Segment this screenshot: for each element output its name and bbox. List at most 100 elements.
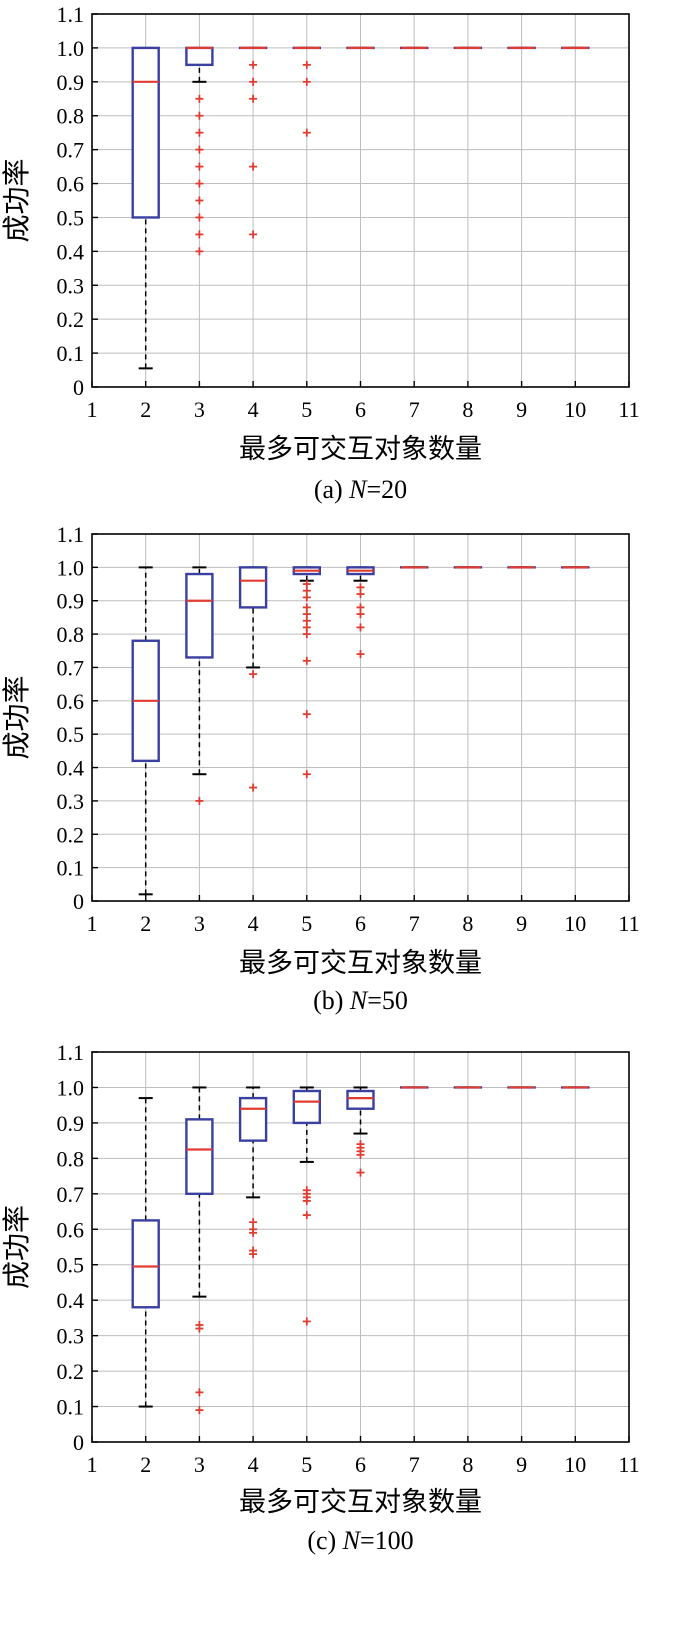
- box-5: [292, 1086, 321, 1326]
- plot-frame: [91, 13, 630, 388]
- y-tick-label: 0.5: [57, 1253, 85, 1278]
- y-tick-label: 0.1: [57, 856, 85, 881]
- outlier-marker: [195, 1388, 204, 1397]
- y-tick-label: 0.7: [57, 1182, 85, 1207]
- y-tick-label: 1.0: [57, 555, 85, 580]
- outlier-marker: [356, 623, 365, 632]
- x-tick-label: 6: [355, 1452, 366, 1477]
- y-tick-label: 0.4: [57, 756, 85, 781]
- x-tick-label: 1: [87, 1452, 98, 1477]
- box-iqr: [238, 566, 268, 609]
- outlier-marker: [249, 60, 258, 69]
- box-iqr: [238, 1096, 268, 1142]
- outlier-marker: [249, 1246, 258, 1255]
- caption-variable: N: [349, 986, 369, 1015]
- x-tick-label: 10: [564, 397, 586, 422]
- x-tick-label: 7: [409, 397, 420, 422]
- outlier-marker: [302, 1211, 311, 1220]
- outlier-marker: [302, 586, 311, 595]
- outlier-marker: [195, 179, 204, 188]
- y-tick-label: 0.7: [57, 138, 85, 163]
- y-tick-label: 0.9: [57, 1111, 85, 1136]
- y-tick-label: 0.3: [57, 789, 85, 814]
- outlier-marker: [195, 196, 204, 205]
- outlier-marker: [302, 1317, 311, 1326]
- y-tick-label: 1.0: [57, 1075, 85, 1100]
- x-tick-label: 9: [516, 397, 527, 422]
- outlier-marker: [249, 230, 258, 239]
- y-tick-label: 0.6: [57, 172, 85, 197]
- x-tick-label: 6: [355, 911, 366, 936]
- x-tick-label: 3: [194, 1452, 205, 1477]
- x-tick-label: 9: [516, 1452, 527, 1477]
- x-tick-label: 8: [462, 911, 473, 936]
- outlier-marker: [302, 630, 311, 639]
- outlier-marker: [356, 1140, 365, 1149]
- x-tick-label: 11: [618, 911, 639, 936]
- y-tick-label: 1.0: [57, 36, 85, 61]
- outlier-marker: [356, 650, 365, 659]
- x-tick-label: 6: [355, 397, 366, 422]
- box-2: [131, 1097, 160, 1408]
- x-tick-label: 11: [618, 397, 639, 422]
- y-tick-label: 0.2: [57, 1359, 85, 1384]
- x-tick-label: 10: [564, 1452, 586, 1477]
- outlier-marker: [302, 77, 311, 86]
- box-5: [292, 566, 321, 779]
- x-tick-label: 7: [409, 1452, 420, 1477]
- y-axis-label: 成功率: [0, 1205, 33, 1289]
- y-axis-label: 成功率: [0, 675, 33, 759]
- outlier-marker: [195, 162, 204, 171]
- box-5: [292, 46, 321, 137]
- x-tick-label: 2: [140, 911, 151, 936]
- x-tick-label: 5: [301, 397, 312, 422]
- y-tick-label: 0.3: [57, 273, 85, 298]
- outlier-marker: [195, 230, 204, 239]
- y-tick-label: 0.3: [57, 1324, 85, 1349]
- box-3: [185, 566, 214, 805]
- y-tick-label: 0.5: [57, 205, 85, 230]
- x-tick-label: 11: [618, 1452, 639, 1477]
- x-tick-label: 1: [87, 911, 98, 936]
- x-tick-label: 2: [140, 1452, 151, 1477]
- x-tick-label: 4: [248, 397, 259, 422]
- x-axis-label: 最多可交互对象数量: [239, 434, 482, 465]
- outlier-marker: [302, 616, 311, 625]
- y-tick-label: 0.7: [57, 655, 85, 680]
- plot-frame: [91, 1051, 630, 1443]
- panel-caption: (c) N=100: [307, 1526, 413, 1555]
- outlier-marker: [356, 583, 365, 592]
- outlier-marker: [249, 783, 258, 792]
- box-6: [346, 566, 375, 659]
- caption-variable: N: [348, 475, 368, 504]
- y-tick-label: 0.2: [57, 822, 85, 847]
- x-axis-label: 最多可交互对象数量: [239, 1487, 482, 1518]
- outlier-marker: [195, 1406, 204, 1415]
- x-tick-label: 8: [462, 397, 473, 422]
- outlier-marker: [195, 128, 204, 137]
- box-4: [238, 566, 268, 792]
- outlier-marker: [302, 610, 311, 619]
- outlier-marker: [249, 77, 258, 86]
- y-tick-label: 0: [73, 889, 84, 914]
- chart-panel-1: 0 0.1 0.2 0.3 0.4 0.5 0.6 0.7 0.8 0.9 1.0 1.1 1 2 3 4 5 6…: [0, 2, 640, 504]
- x-tick-label: 4: [248, 911, 259, 936]
- outlier-marker: [356, 610, 365, 619]
- box-4: [238, 1086, 268, 1259]
- caption-variable: N: [342, 1526, 362, 1555]
- y-tick-label: 1.1: [57, 1040, 85, 1065]
- y-tick-label: 0.1: [57, 341, 85, 366]
- box-6: [346, 1086, 375, 1177]
- y-tick-label: 0.4: [57, 239, 85, 264]
- caption-value: =50: [367, 986, 408, 1015]
- y-tick-label: 0.2: [57, 307, 85, 332]
- outlier-marker: [302, 1186, 311, 1195]
- x-tick-label: 7: [409, 911, 420, 936]
- x-tick-label: 10: [564, 911, 586, 936]
- outlier-marker: [302, 580, 311, 589]
- x-tick-label: 5: [301, 1452, 312, 1477]
- box-iqr: [185, 46, 214, 67]
- x-tick-label: 3: [194, 911, 205, 936]
- outlier-marker: [195, 145, 204, 154]
